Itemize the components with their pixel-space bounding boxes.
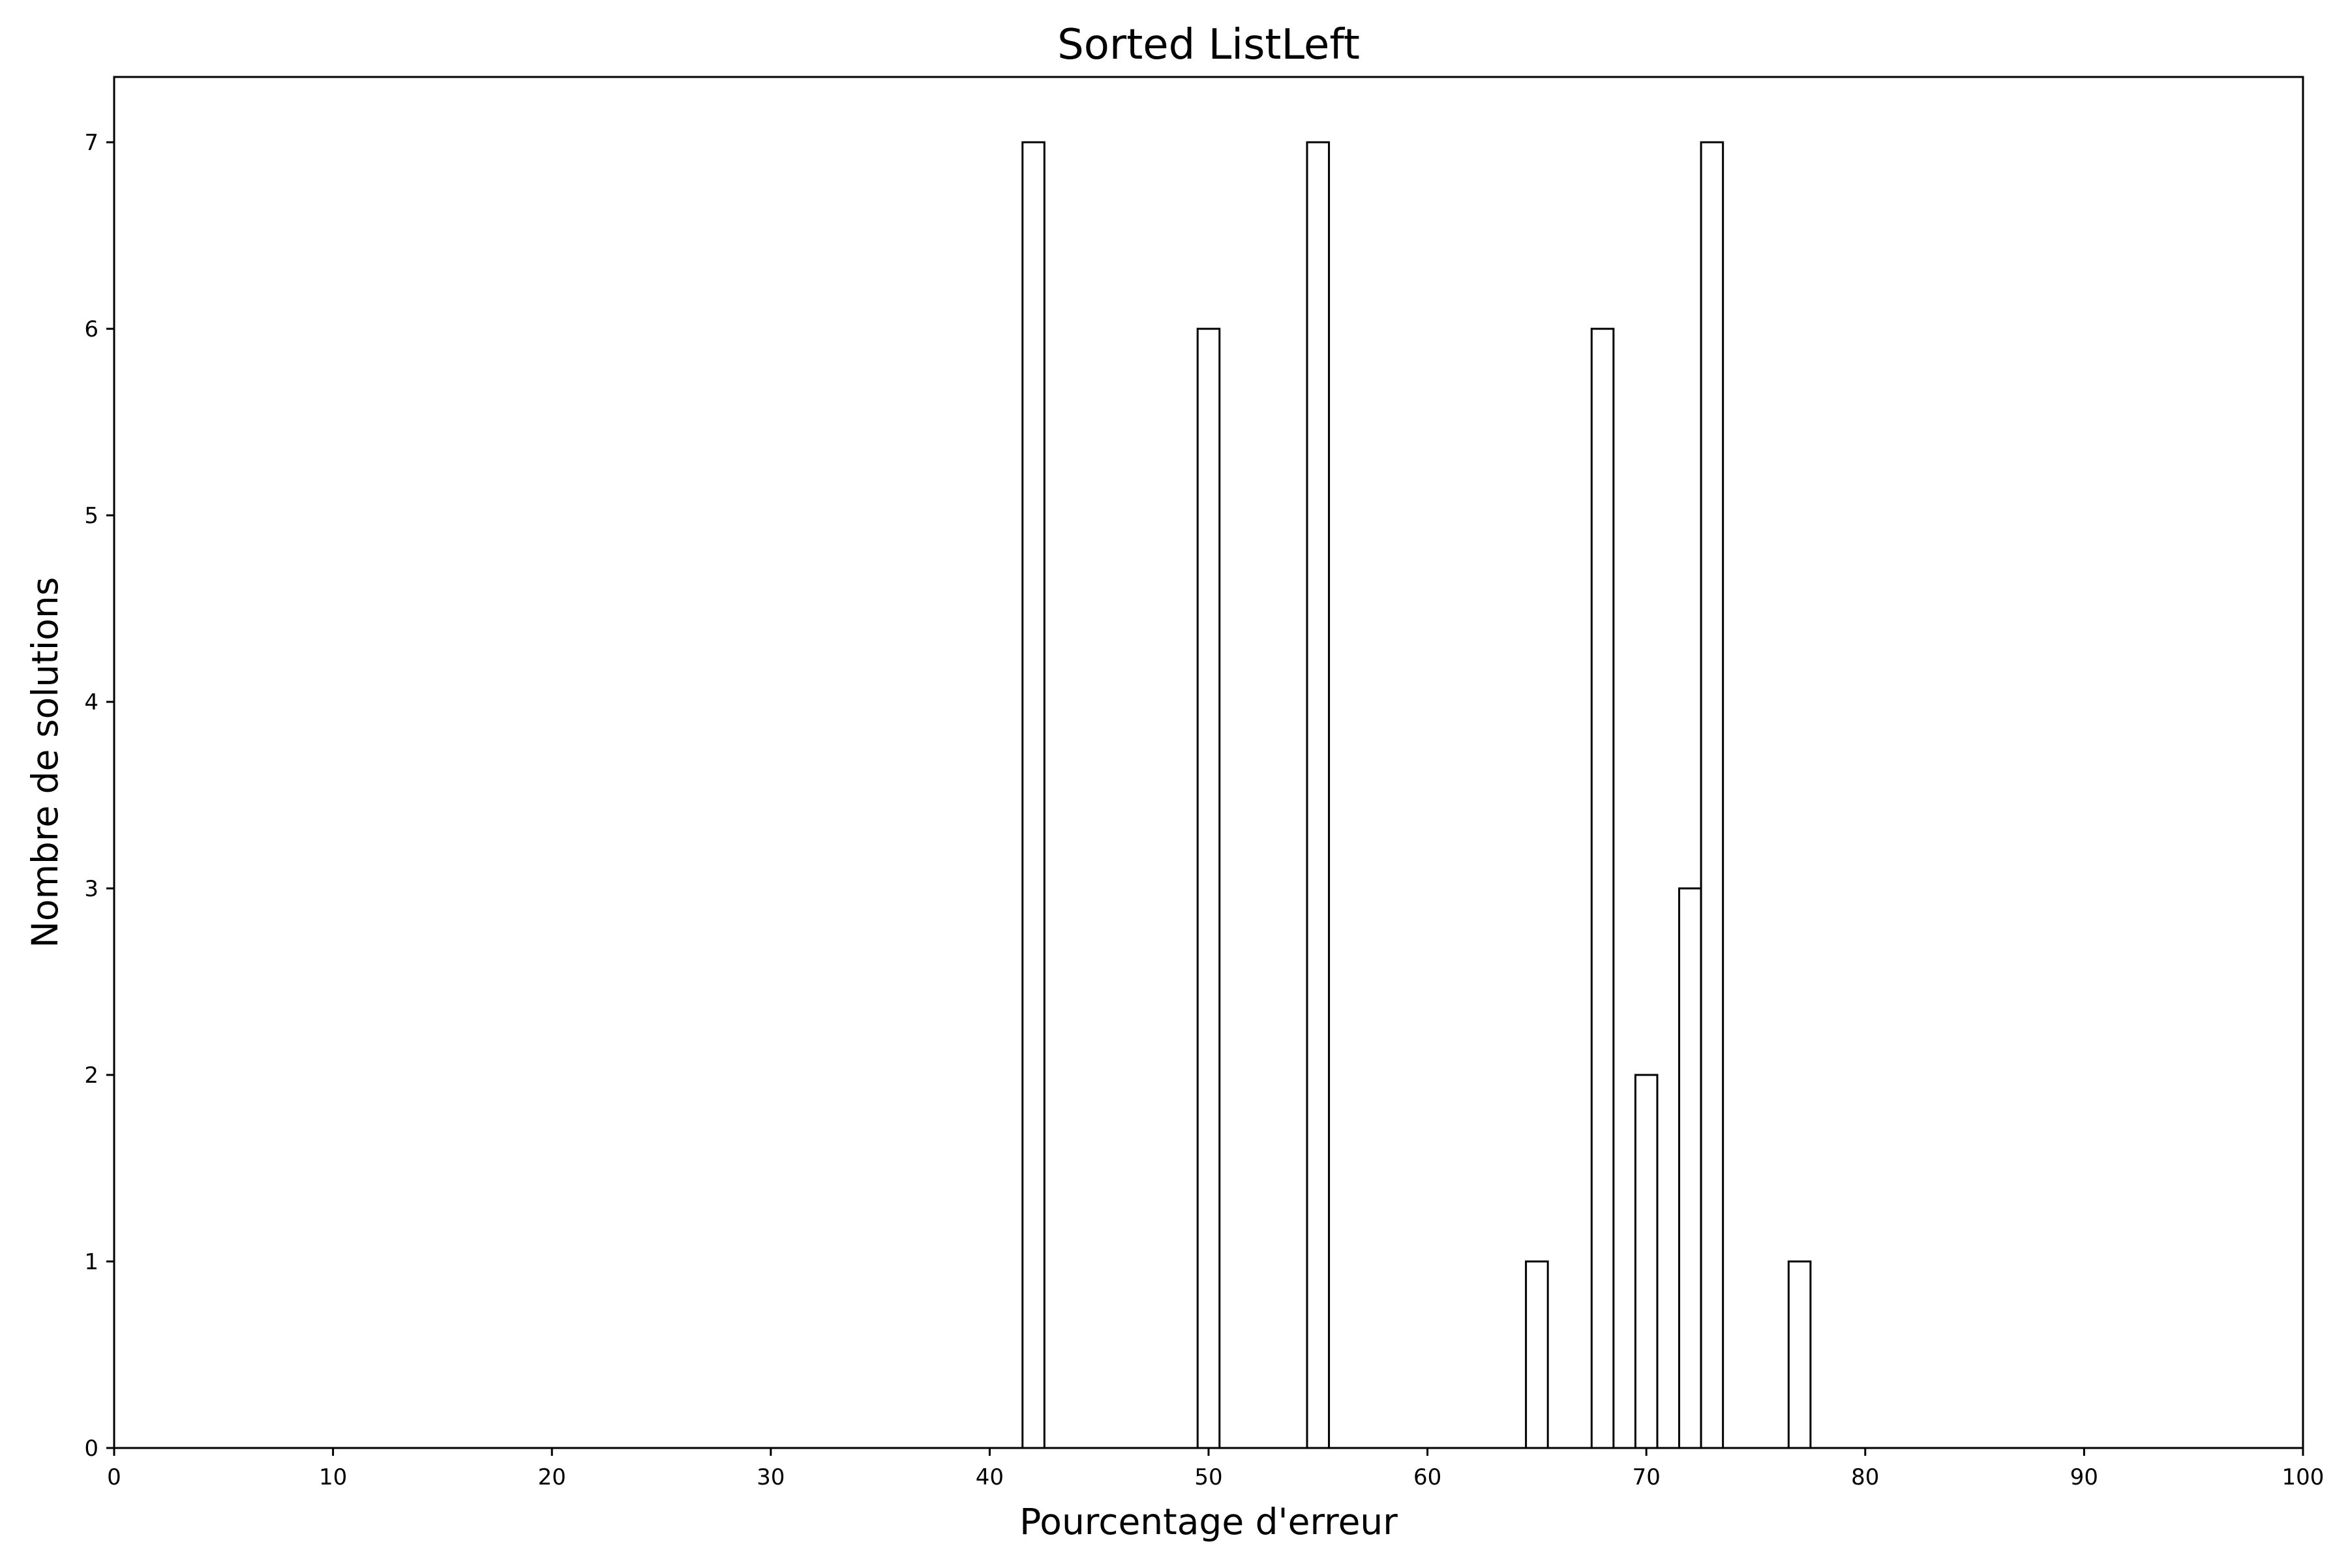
x-tick-label: 90 (2070, 1464, 2098, 1490)
histogram-bar-6 (1678, 887, 1702, 1449)
chart-title: Sorted ListLeft (1057, 21, 1360, 69)
histogram-bar-5 (1634, 1074, 1659, 1449)
y-tick-label: 2 (84, 1063, 98, 1089)
y-axis-ticks: 0 1 2 3 4 5 6 7 (84, 130, 114, 1462)
histogram-bar-2 (1306, 141, 1331, 1449)
y-axis-label: Nombre de solutions (24, 577, 66, 948)
y-tick-label: 6 (84, 316, 98, 342)
x-axis-ticks: 0 10 20 30 40 50 60 70 80 90 100 (107, 1448, 2324, 1490)
histogram-bar-3 (1525, 1260, 1549, 1449)
y-tick-label: 1 (84, 1249, 98, 1275)
y-tick-label: 7 (84, 130, 98, 156)
x-tick-label: 60 (1413, 1464, 1441, 1490)
x-tick-label: 40 (976, 1464, 1004, 1490)
y-tick-label: 4 (84, 689, 98, 716)
x-tick-label: 10 (319, 1464, 347, 1490)
histogram-bar-4 (1590, 327, 1615, 1449)
y-tick-label: 0 (84, 1436, 98, 1462)
x-tick-label: 100 (2282, 1464, 2325, 1490)
histogram-bar-8 (1787, 1260, 1812, 1449)
x-tick-label: 30 (757, 1464, 785, 1490)
histogram-bar-7 (1700, 141, 1724, 1449)
bars-layer (1021, 141, 1812, 1449)
y-tick-label: 5 (84, 503, 98, 529)
x-axis-label: Pourcentage d'erreur (1019, 1501, 1398, 1543)
histogram-bar-0 (1021, 141, 1046, 1449)
x-tick-label: 50 (1194, 1464, 1222, 1490)
histogram-bar-1 (1196, 327, 1221, 1449)
x-tick-label: 80 (1851, 1464, 1879, 1490)
x-tick-label: 0 (107, 1464, 121, 1490)
x-tick-label: 20 (538, 1464, 566, 1490)
x-tick-label: 70 (1633, 1464, 1661, 1490)
y-tick-label: 3 (84, 876, 98, 902)
